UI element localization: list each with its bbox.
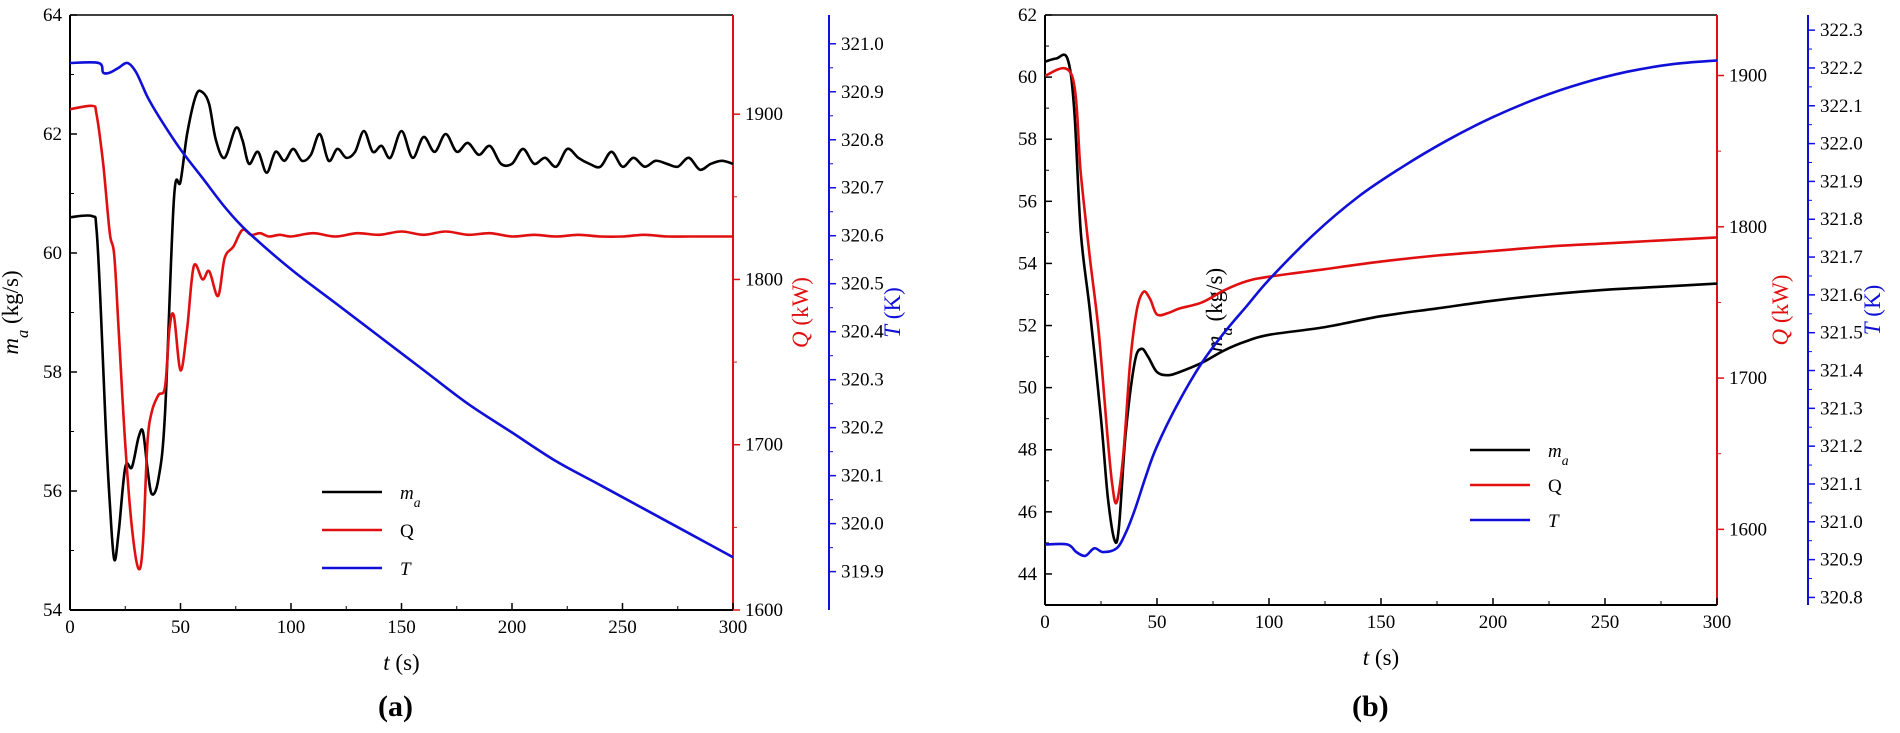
y-tick-label-ma: 50	[1018, 378, 1037, 399]
series-line-T	[70, 60, 733, 559]
legend-entry-ma: ma	[322, 483, 421, 510]
y-tick-label-ma: 52	[1018, 316, 1037, 337]
y-tick-label-T: 321.6	[1820, 285, 1863, 306]
x-tick-label: 100	[277, 617, 306, 638]
y-axis-label-T: T (K)	[880, 287, 905, 337]
legend-entry-ma: ma	[1470, 441, 1569, 468]
y-tick-label-T: 319.9	[841, 562, 884, 583]
legend-label-T: T	[1548, 511, 1560, 532]
y-tick-label-Q: 1800	[745, 269, 783, 290]
y-tick-label-T: 321.3	[1820, 398, 1863, 419]
y-tick-label-ma: 54	[43, 600, 63, 621]
y-tick-label-T: 321.1	[1820, 474, 1863, 495]
x-tick-label: 250	[608, 617, 637, 638]
x-tick-label: 50	[171, 617, 190, 638]
y-tick-label-T: 320.7	[841, 178, 884, 199]
x-tick-label: 200	[498, 617, 527, 638]
series-line-Q	[70, 104, 733, 571]
x-tick-label: 250	[1591, 612, 1620, 633]
y-tick-label-T: 321.0	[1820, 512, 1863, 533]
panel-b: 0 50 100 150 200 250 300 t (s) 44 46 48 50 52 54 56 58 6…	[1018, 5, 1885, 670]
y-tick-label-ma: 62	[1018, 5, 1037, 26]
y-tick-label-T: 320.0	[841, 514, 884, 535]
y-tick-label-ma: 48	[1018, 440, 1037, 461]
y-tick-label-T: 320.6	[841, 226, 884, 247]
y-axis-label-T: T (K)	[1860, 285, 1885, 335]
y-tick-label-ma: 44	[1018, 564, 1038, 585]
x-tick-label: 150	[1367, 612, 1396, 633]
y-tick-label-T: 320.3	[841, 370, 884, 391]
panel-label-b: (b)	[1352, 690, 1389, 723]
y-tick-label-ma: 60	[43, 243, 62, 264]
y-tick-label-T: 320.1	[841, 466, 884, 487]
y-tick-label-Q: 1800	[1729, 217, 1767, 238]
x-tick-label: 100	[1255, 612, 1284, 633]
y-tick-label-T: 320.4	[841, 322, 884, 343]
x-tick-label: 200	[1479, 612, 1508, 633]
y-tick-label-ma: 62	[43, 124, 62, 145]
legend-entry-T: T	[1470, 511, 1560, 532]
y-axis-label-ma: ma (kg/s)	[0, 270, 32, 354]
legend-entry-Q: Q	[1470, 476, 1562, 497]
panel-label-a: (a)	[378, 690, 413, 723]
y-tick-label-Q: 1900	[1729, 66, 1767, 87]
y-tick-label-T: 321.4	[1820, 361, 1863, 382]
y-tick-label-T: 322.3	[1820, 20, 1863, 41]
y-tick-label-T: 321.9	[1820, 171, 1863, 192]
y-tick-label-T: 320.5	[841, 274, 884, 295]
legend-entry-T: T	[322, 559, 412, 580]
y-tick-label-Q: 1600	[745, 600, 783, 621]
legend-label-ma: ma	[1548, 441, 1569, 468]
y-tick-label-T: 322.2	[1820, 58, 1863, 79]
x-tick-label: 50	[1148, 612, 1167, 633]
y-tick-label-ma: 60	[1018, 67, 1037, 88]
y-tick-label-ma: 58	[1018, 129, 1037, 150]
legend-label-Q: Q	[400, 521, 414, 542]
x-tick-label: 0	[1040, 612, 1050, 633]
y-tick-label-T: 321.7	[1820, 247, 1863, 268]
legend-label-T: T	[400, 559, 412, 580]
y-tick-label-T: 320.2	[841, 418, 884, 439]
y-tick-label-Q: 1700	[1729, 368, 1767, 389]
y-tick-label-T: 320.9	[841, 82, 884, 103]
y-axis-label-Q: Q (kW)	[788, 277, 813, 348]
y-tick-label-T: 321.0	[841, 34, 884, 55]
series-line-T	[1045, 59, 1717, 558]
x-tick-label: 0	[65, 617, 75, 638]
y-tick-label-ma: 56	[1018, 191, 1037, 212]
x-axis-label: t (s)	[383, 650, 419, 675]
panel-a: 0 50 100 150 200 250 300 t (s) 54 56 58 60 62 64 1600 1…	[0, 5, 905, 675]
y-tick-label-Q: 1600	[1729, 519, 1767, 540]
x-axis-label: t (s)	[1363, 645, 1399, 670]
y-tick-label-ma: 54	[1018, 253, 1038, 274]
y-tick-label-ma: 64	[43, 5, 63, 26]
y-tick-label-T: 320.8	[1820, 587, 1863, 608]
x-tick-label: 300	[1703, 612, 1732, 633]
y-tick-label-T: 320.8	[841, 130, 884, 151]
y-tick-label-ma: 56	[43, 481, 62, 502]
y-tick-label-ma: 46	[1018, 502, 1037, 523]
y-tick-label-Q: 1900	[745, 104, 783, 125]
y-tick-label-T: 321.8	[1820, 209, 1863, 230]
legend-label-ma: ma	[400, 483, 421, 510]
y-tick-label-Q: 1700	[745, 435, 783, 456]
y-tick-label-T: 322.1	[1820, 96, 1863, 117]
y-tick-label-T: 322.0	[1820, 134, 1863, 155]
y-axis-label-Q: Q (kW)	[1768, 275, 1793, 346]
legend-label-Q: Q	[1548, 476, 1562, 497]
x-tick-label: 150	[387, 617, 416, 638]
series-line-ma	[1045, 53, 1717, 545]
x-tick-label: 300	[719, 617, 748, 638]
y-tick-label-T: 321.5	[1820, 323, 1863, 344]
y-tick-label-T: 320.9	[1820, 550, 1863, 571]
legend-entry-Q: Q	[322, 521, 414, 542]
series-line-Q	[1045, 66, 1717, 505]
y-tick-label-ma: 58	[43, 362, 62, 383]
y-tick-label-T: 321.2	[1820, 436, 1863, 457]
